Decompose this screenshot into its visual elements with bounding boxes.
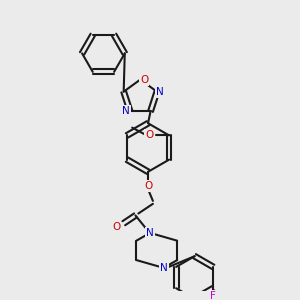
Text: O: O — [146, 130, 154, 140]
Text: N: N — [146, 228, 154, 238]
Text: N: N — [160, 263, 167, 273]
Text: O: O — [144, 181, 152, 191]
Text: N: N — [122, 106, 130, 116]
Text: O: O — [140, 75, 148, 85]
Text: F: F — [210, 291, 216, 300]
Text: O: O — [112, 222, 120, 232]
Text: N: N — [156, 87, 164, 97]
